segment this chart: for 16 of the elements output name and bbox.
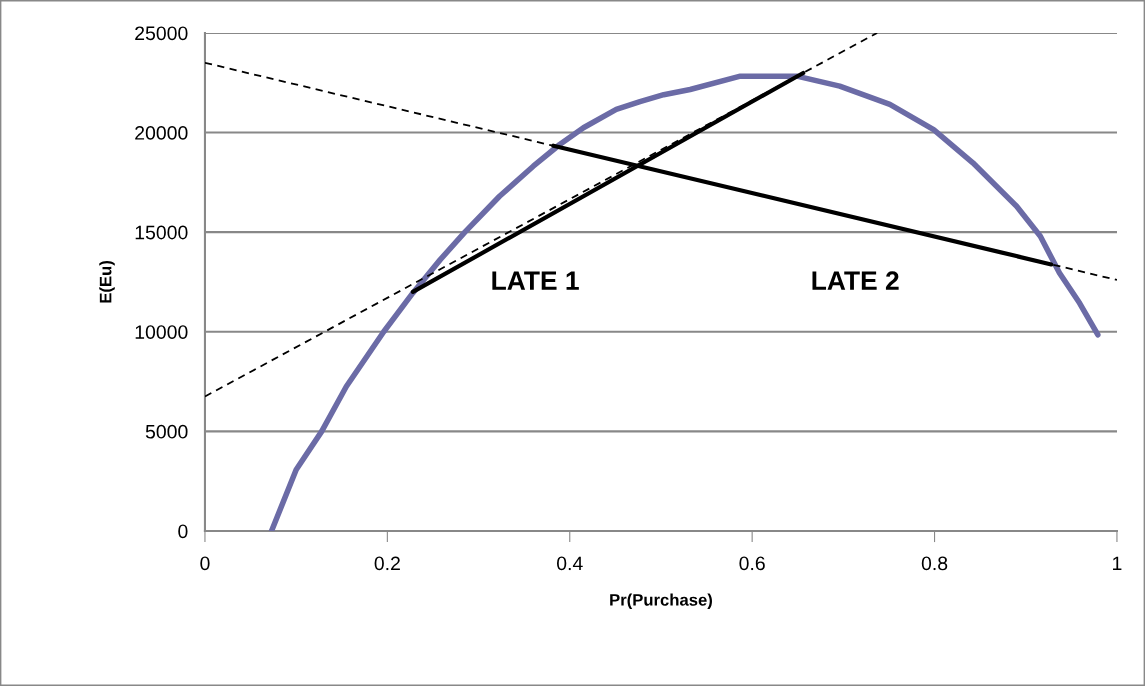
annotation: LATE 1 bbox=[492, 271, 579, 290]
x-tick-label: 0.6 bbox=[739, 556, 765, 571]
y-tick-label: 25000 bbox=[135, 26, 188, 41]
x-tick-label: 0.4 bbox=[557, 556, 583, 571]
x-tick-label: 0.8 bbox=[921, 556, 948, 571]
y-tick-label: 10000 bbox=[135, 325, 188, 339]
y-tick-label: 15000 bbox=[135, 225, 188, 240]
y-tick-label: 20000 bbox=[135, 126, 188, 140]
annotation: LATE 2 bbox=[812, 271, 899, 290]
x-tick-label: 0.2 bbox=[374, 556, 400, 571]
y-tick-label: 5000 bbox=[145, 424, 188, 439]
y-tick-label: 0 bbox=[178, 524, 188, 539]
x-tick-label: 1 bbox=[1113, 556, 1122, 571]
x-axis-title: Pr(Purchase) bbox=[610, 593, 712, 610]
x-tick-label: 0 bbox=[200, 556, 210, 571]
y-axis-title: E(Eu) bbox=[99, 261, 115, 303]
